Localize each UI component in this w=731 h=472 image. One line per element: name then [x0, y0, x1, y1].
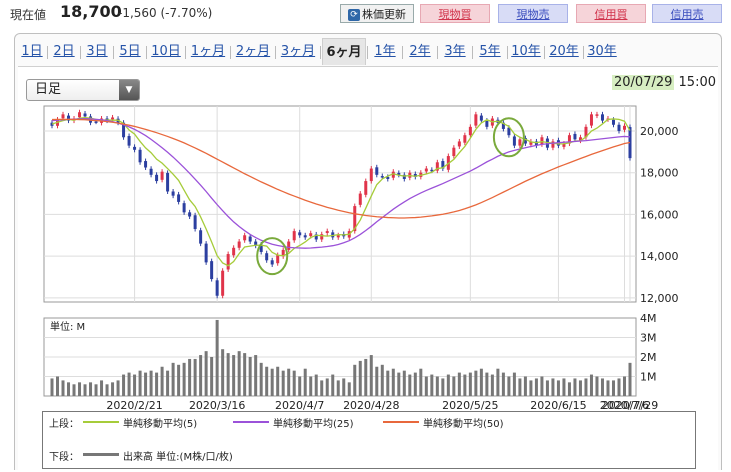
quote-bar: 現在値 18,700 -1,560 (-7.70%) ⟳ 株価更新 現物買 現物売…	[0, 0, 731, 26]
legend-ma25-swatch	[233, 421, 269, 423]
legend-ma5-swatch	[83, 421, 119, 423]
current-price: 18,700	[60, 2, 122, 21]
spot-sell-button[interactable]: 現物売	[498, 4, 568, 23]
legend-volume-swatch	[83, 453, 119, 456]
tab-7[interactable]: 3ヶ月	[280, 44, 316, 59]
tab-separator	[320, 46, 321, 59]
tab-0[interactable]: 1日	[21, 44, 43, 59]
legend-ma50: 単純移動平均(50)	[423, 419, 504, 430]
tab-12[interactable]: 5年	[479, 44, 501, 59]
timestamp-time: 15:00	[678, 75, 716, 90]
legend-ma50-swatch	[383, 421, 419, 423]
tab-13[interactable]: 10年	[511, 44, 541, 59]
tab-14[interactable]: 20年	[549, 44, 579, 59]
refresh-icon: ⟳	[348, 9, 360, 21]
tab-3[interactable]: 5日	[119, 44, 141, 59]
timestamp: 20/07/29 15:00	[612, 75, 716, 90]
chart-legend: 上段： 単純移動平均(5) 単純移動平均(25) 単純移動平均(50) 下段： …	[42, 411, 696, 469]
interval-select[interactable]: 日足 ▼	[26, 79, 140, 101]
tab-separator	[583, 46, 584, 59]
margin-sell-button[interactable]: 信用売	[652, 4, 722, 23]
tab-8[interactable]: 6ヶ月	[322, 38, 366, 65]
tab-1[interactable]: 2日	[53, 44, 75, 59]
tab-11[interactable]: 3年	[444, 44, 466, 59]
tab-separator	[544, 46, 545, 59]
tab-5[interactable]: 1ヶ月	[190, 44, 226, 59]
tab-separator	[80, 46, 81, 59]
timestamp-date: 20/07/29	[612, 75, 675, 90]
tab-separator	[472, 46, 473, 59]
tab-separator	[113, 46, 114, 59]
legend-ma25: 単純移動平均(25)	[273, 419, 354, 430]
tab-15[interactable]: 30年	[587, 44, 617, 59]
period-tabs: 1日 2日 3日 5日 10日 1ヶ月 2ヶ月 3ヶ月 6ヶ月 1年 2年 3年 5年 10年 20年 30年	[18, 38, 718, 65]
tab-4[interactable]: 10日	[151, 44, 181, 59]
current-price-label: 現在値	[10, 8, 47, 22]
tab-separator	[275, 46, 276, 59]
interval-select-value: 日足	[35, 82, 62, 97]
legend-volume: 出来高 単位:(M株/口/枚)	[123, 452, 233, 463]
refresh-price-label: 株価更新	[362, 8, 406, 21]
tab-separator	[507, 46, 508, 59]
tab-separator	[185, 46, 186, 59]
tab-separator	[437, 46, 438, 59]
tab-separator	[47, 46, 48, 59]
tab-2[interactable]: 3日	[86, 44, 108, 59]
tab-separator	[230, 46, 231, 59]
spot-buy-button[interactable]: 現物買	[420, 4, 490, 23]
tab-separator	[402, 46, 403, 59]
tab-separator	[367, 46, 368, 59]
price-change: -1,560 (-7.70%)	[118, 6, 213, 20]
legend-lower-label: 下段：	[49, 452, 79, 463]
chevron-down-icon: ▼	[119, 80, 139, 100]
tab-9[interactable]: 1年	[374, 44, 396, 59]
tab-separator	[146, 46, 147, 59]
refresh-price-button[interactable]: ⟳ 株価更新	[340, 4, 414, 23]
tab-6[interactable]: 2ヶ月	[235, 44, 271, 59]
legend-ma5: 単純移動平均(5)	[123, 419, 198, 430]
tab-10[interactable]: 2年	[409, 44, 431, 59]
margin-buy-button[interactable]: 信用買	[576, 4, 646, 23]
legend-upper-label: 上段：	[49, 419, 79, 430]
